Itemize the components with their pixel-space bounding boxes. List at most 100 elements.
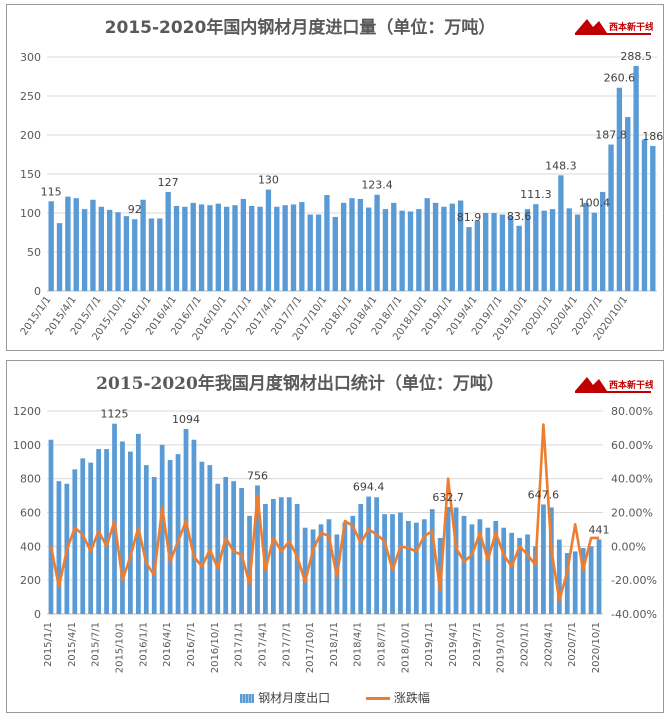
bar	[525, 534, 530, 614]
data-label: 100.4	[579, 197, 611, 210]
bar	[424, 198, 430, 291]
data-label: 1125	[101, 408, 129, 421]
y-tick-label: 0	[34, 285, 41, 298]
bar	[608, 144, 614, 291]
bar	[231, 481, 237, 614]
y-tick-label: 50	[27, 246, 41, 259]
bar	[382, 514, 387, 614]
bar	[318, 524, 324, 614]
bar	[432, 202, 439, 291]
bar	[493, 520, 499, 614]
bar	[239, 487, 244, 614]
bar	[290, 204, 297, 291]
bar	[474, 220, 481, 291]
bar	[315, 214, 322, 291]
data-label: 647.6	[528, 488, 560, 501]
bar	[549, 209, 556, 291]
bar	[56, 223, 63, 291]
bar	[485, 527, 491, 614]
bar	[247, 515, 252, 614]
bar	[132, 219, 138, 291]
bar	[207, 465, 213, 614]
x-tick-label: 2020/1/1	[520, 622, 531, 667]
bar	[499, 214, 506, 291]
data-label: 187.8	[595, 129, 627, 142]
bar	[278, 497, 284, 614]
y-tick-label: 100	[20, 207, 41, 220]
logo-text: 西本新干线	[609, 21, 653, 33]
bar	[72, 469, 78, 614]
x-tick-label: 2017/10/1	[305, 622, 316, 673]
bar	[466, 227, 472, 291]
data-label: 288.5	[620, 50, 652, 63]
bar	[524, 209, 531, 291]
bar	[257, 206, 263, 291]
bar	[140, 199, 146, 291]
bar	[56, 481, 62, 614]
bar	[199, 461, 205, 614]
bar	[541, 210, 547, 291]
bar	[390, 514, 395, 614]
data-label: 81.9	[457, 211, 482, 224]
bar	[556, 539, 562, 614]
bar	[421, 519, 427, 614]
x-tick-label: 2015/1/1	[43, 622, 54, 667]
bar	[633, 65, 639, 291]
data-label: 1094	[172, 413, 200, 426]
bar	[112, 423, 117, 614]
y-right-tick-label: 0.00%	[611, 540, 646, 553]
data-label: 694.4	[353, 481, 385, 494]
bar	[588, 546, 594, 614]
import-chart-panel: 2015-2020年国内钢材月度进口量（单位：万吨） 西本新干线 0 50 100 1…	[6, 4, 664, 351]
bar	[566, 208, 572, 291]
bar	[572, 551, 578, 614]
bar	[616, 87, 623, 292]
bar	[491, 213, 497, 291]
x-tick-label: 2015/7/1	[91, 622, 102, 667]
bar	[274, 206, 280, 291]
data-label: 83.6	[507, 210, 532, 223]
x-tick-label: 2015/10/1	[114, 622, 125, 673]
y-right-tick-label: 40.00%	[611, 473, 653, 486]
export-combo-chart: 0 200 400 600 800 1000 1200 -40.00% -20.00% 0.00%…	[13, 405, 657, 673]
y-tick-label: 150	[20, 168, 41, 181]
export-chart-title: 2015-2020年我国月度钢材出口统计（单位：万吨）	[96, 374, 504, 394]
bar	[407, 211, 414, 291]
bar	[350, 515, 356, 614]
bar	[326, 519, 332, 614]
x-tick-label: 2017/1/1	[234, 622, 245, 667]
bar	[151, 476, 157, 614]
bar	[340, 202, 347, 291]
x-tick-label: 2018/7/1	[377, 622, 388, 667]
bar	[580, 548, 586, 614]
bar	[299, 202, 305, 291]
x-tick-label: 2016/7/1	[186, 622, 197, 667]
bar	[453, 507, 459, 614]
bar	[310, 529, 316, 614]
bar	[307, 214, 313, 291]
x-tick-label: 2019/10/1	[496, 622, 507, 673]
y-right-tick-label: -40.00%	[611, 608, 657, 621]
bar	[469, 524, 475, 614]
data-label: 632.7	[432, 491, 464, 504]
bar	[558, 175, 564, 291]
bar	[548, 507, 554, 614]
bar	[65, 196, 71, 291]
bar	[324, 195, 330, 291]
bar	[357, 198, 364, 291]
legend-label-change: 涨跌幅	[393, 691, 430, 705]
bar	[240, 198, 247, 291]
import-chart-title: 2015-2020年国内钢材月度进口量（单位：万吨）	[104, 18, 496, 38]
bar	[128, 451, 133, 614]
data-label: 115	[41, 185, 62, 198]
bar	[445, 506, 451, 614]
bar	[182, 206, 188, 291]
x-tick-label: 2019/7/1	[472, 622, 483, 667]
bar	[399, 210, 405, 291]
x-tick-label: 2018/4/1	[353, 622, 364, 667]
y-tick-label: 250	[20, 90, 41, 103]
data-label: 148.3	[545, 159, 577, 172]
bar	[159, 444, 165, 614]
bar	[583, 202, 589, 291]
legend-item-exports: 钢材月度出口	[240, 689, 330, 706]
